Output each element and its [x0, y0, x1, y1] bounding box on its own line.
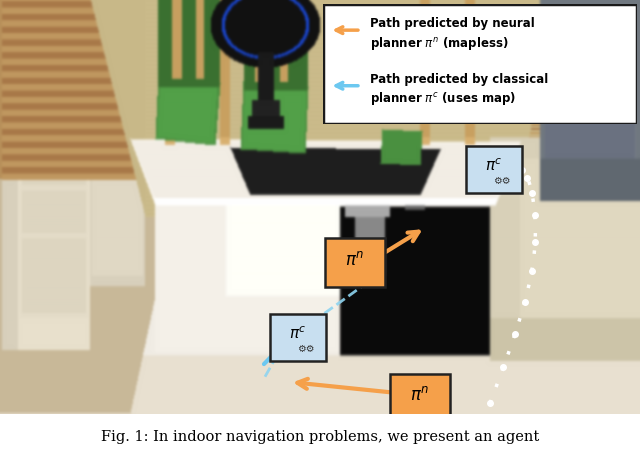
FancyBboxPatch shape: [270, 314, 326, 361]
FancyBboxPatch shape: [325, 239, 385, 288]
Text: ⚙⚙: ⚙⚙: [493, 176, 511, 186]
Text: $\pi^c$: $\pi^c$: [289, 325, 307, 342]
FancyBboxPatch shape: [390, 374, 450, 423]
Text: $\pi^n$: $\pi^n$: [346, 250, 365, 268]
Text: $\pi^n$: $\pi^n$: [410, 385, 429, 403]
Text: planner $\pi^n$ (mapless): planner $\pi^n$ (mapless): [370, 35, 509, 51]
Text: ⚙⚙: ⚙⚙: [297, 343, 315, 353]
Text: Path predicted by classical: Path predicted by classical: [370, 73, 548, 86]
FancyBboxPatch shape: [466, 147, 522, 193]
FancyBboxPatch shape: [323, 5, 637, 125]
Text: planner $\pi^c$ (uses map): planner $\pi^c$ (uses map): [370, 90, 516, 107]
Text: $\pi^c$: $\pi^c$: [485, 157, 503, 174]
Text: Fig. 1: In indoor navigation problems, we present an agent: Fig. 1: In indoor navigation problems, w…: [101, 429, 539, 443]
Text: Path predicted by neural: Path predicted by neural: [370, 17, 535, 30]
